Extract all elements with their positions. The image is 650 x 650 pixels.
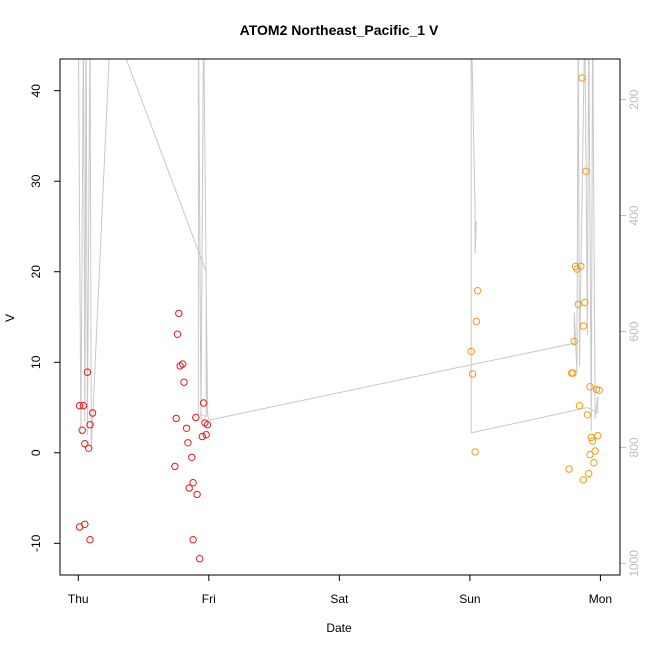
x-tick-label: Sat <box>330 592 349 606</box>
y-tick-label: 30 <box>29 174 43 188</box>
data-point-red-31 <box>202 431 210 439</box>
data-point-red-19 <box>184 439 192 447</box>
data-point-orange-20 <box>585 469 593 478</box>
depth-trace-line <box>78 59 599 449</box>
data-point-orange-5 <box>565 465 573 473</box>
y2-tick-label: 800 <box>627 437 641 457</box>
y-axis-label: V <box>3 314 17 322</box>
y2-tick-label: 400 <box>627 205 641 225</box>
data-point-red-5 <box>85 444 93 452</box>
y-tick-label: 0 <box>29 449 43 456</box>
data-point-red-0 <box>75 402 84 410</box>
data-point-red-2 <box>79 402 88 410</box>
data-point-red-1 <box>78 426 86 434</box>
data-point-red-17 <box>171 462 179 471</box>
chart-title: ATOM2 Northeast_Pacific_1 V <box>240 22 439 38</box>
data-point-red-9 <box>81 520 89 528</box>
data-point-red-24 <box>192 413 200 422</box>
data-point-orange-1 <box>468 370 477 378</box>
data-point-orange-0 <box>467 347 475 356</box>
y-tick-label: 10 <box>29 355 43 369</box>
data-point-orange-8 <box>570 337 578 346</box>
data-point-orange-12 <box>575 402 584 410</box>
x-tick-label: Thu <box>68 592 89 606</box>
data-point-red-28 <box>199 399 208 407</box>
axes-layer: Thu Fri Sat Sun Mon -10 0 10 20 30 40 200 400 600 800 1… <box>29 84 641 606</box>
data-point-red-10 <box>86 536 94 544</box>
x-axis-label: Date <box>326 621 352 635</box>
y-tick-label: -10 <box>29 534 43 552</box>
data-point-red-21 <box>188 453 196 461</box>
data-point-orange-23 <box>587 433 595 442</box>
data-point-orange-7 <box>569 369 577 377</box>
data-point-red-11 <box>175 309 183 318</box>
data-point-red-16 <box>172 414 180 423</box>
data-point-red-6 <box>86 421 94 429</box>
data-point-red-15 <box>180 378 188 386</box>
data-point-orange-16 <box>581 298 589 307</box>
data-point-red-22 <box>189 479 197 487</box>
y-tick-label: 40 <box>29 84 43 98</box>
y2-tick-label: 200 <box>627 89 641 109</box>
data-point-orange-19 <box>583 411 592 419</box>
data-point-orange-3 <box>472 317 481 326</box>
data-point-orange-22 <box>586 450 594 459</box>
data-point-red-18 <box>182 424 191 432</box>
y2-tick-label: 600 <box>627 321 641 341</box>
data-point-red-12 <box>173 330 182 338</box>
data-point-orange-15 <box>579 322 588 330</box>
data-point-orange-11 <box>574 300 582 308</box>
data-point-red-25 <box>193 490 201 499</box>
data-point-orange-4 <box>474 287 482 295</box>
data-point-orange-13 <box>577 262 585 270</box>
data-point-red-4 <box>83 368 92 376</box>
data-point-orange-2 <box>471 448 479 456</box>
data-point-red-14 <box>179 360 187 368</box>
data-point-orange-24 <box>588 437 597 445</box>
data-point-red-30 <box>203 421 212 429</box>
data-point-orange-14 <box>578 74 586 82</box>
data-point-red-27 <box>198 432 207 441</box>
data-point-red-20 <box>185 484 193 492</box>
trace-layer <box>78 59 599 449</box>
y-tick-label: 20 <box>29 265 43 279</box>
data-point-orange-21 <box>586 383 594 391</box>
data-point-orange-17 <box>582 167 590 176</box>
x-tick-label: Mon <box>589 592 612 606</box>
data-point-red-3 <box>81 440 89 448</box>
data-point-red-23 <box>189 536 197 544</box>
plot-frame <box>59 58 621 576</box>
data-point-orange-28 <box>594 431 602 440</box>
data-point-orange-25 <box>590 459 598 467</box>
y2-tick-label: 1000 <box>627 550 641 577</box>
x-tick-label: Fri <box>202 592 216 606</box>
data-point-orange-26 <box>591 447 599 455</box>
data-point-orange-29 <box>595 386 603 394</box>
data-point-orange-18 <box>579 476 588 484</box>
x-tick-label: Sun <box>459 592 480 606</box>
points-layer <box>75 74 603 563</box>
data-point-red-26 <box>196 555 204 563</box>
data-point-red-7 <box>88 409 97 417</box>
